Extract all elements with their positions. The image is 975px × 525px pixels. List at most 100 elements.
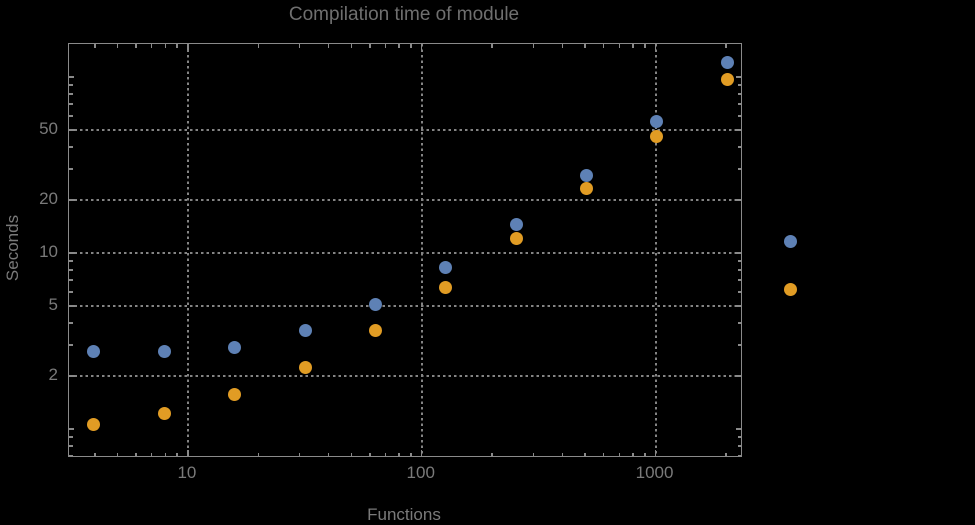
x-tick-mark <box>420 450 423 456</box>
x-tick-mark <box>384 44 387 48</box>
y-tick-mark <box>736 76 741 78</box>
x-tick-mark <box>116 452 119 456</box>
gridline-horizontal <box>69 251 741 254</box>
x-tick-mark <box>187 450 189 456</box>
data-point-orange-series <box>580 181 594 195</box>
data-point-orange-series <box>720 72 734 86</box>
y-tick-mark <box>69 445 73 447</box>
y-tick-mark <box>737 436 741 438</box>
data-point-blue-series <box>650 115 664 129</box>
data-point-blue-series <box>509 217 523 231</box>
y-tick-label: 20 <box>39 188 58 208</box>
x-tick-mark <box>327 452 330 456</box>
y-tick-mark <box>69 428 74 430</box>
y-tick-mark <box>69 84 73 86</box>
x-tick-mark <box>410 452 412 456</box>
data-point-blue-series <box>368 297 382 311</box>
x-tick-mark <box>561 44 564 48</box>
x-tick-mark <box>602 452 605 456</box>
y-tick-mark <box>69 305 75 307</box>
x-tick-mark <box>602 44 605 48</box>
x-tick-mark <box>654 44 657 50</box>
x-tick-mark <box>150 452 153 456</box>
gridline-horizontal <box>69 128 741 131</box>
x-tick-mark <box>164 44 167 48</box>
y-tick-mark <box>69 115 73 117</box>
data-point-blue-series <box>298 324 312 338</box>
gridline-vertical <box>654 44 657 456</box>
y-tick-mark <box>737 146 741 148</box>
x-tick-mark <box>298 452 301 456</box>
y-tick-mark <box>69 252 75 254</box>
x-tick-mark <box>644 452 646 456</box>
x-tick-mark <box>618 44 621 48</box>
y-tick-mark <box>735 252 741 254</box>
y-tick-label: 10 <box>39 241 58 261</box>
y-tick-mark <box>69 455 73 457</box>
data-point-orange-series <box>298 361 312 375</box>
x-tick-mark <box>491 44 493 48</box>
y-tick-mark <box>69 269 73 271</box>
x-tick-mark <box>384 452 387 456</box>
gridline-horizontal <box>69 374 741 377</box>
data-point-orange-series <box>650 129 664 143</box>
y-tick-label: 5 <box>48 294 58 314</box>
x-tick-mark <box>398 452 400 456</box>
x-tick-mark <box>561 452 564 456</box>
legend-marker-orange-series <box>783 282 797 296</box>
x-tick-mark <box>618 452 621 456</box>
y-tick-mark <box>737 260 741 262</box>
y-tick-mark <box>736 428 741 430</box>
x-tick-mark <box>350 452 353 456</box>
x-tick-mark <box>176 44 178 48</box>
y-tick-mark <box>737 445 741 447</box>
x-tick-mark <box>644 44 646 48</box>
x-tick-mark <box>298 44 301 48</box>
x-tick-mark <box>584 44 586 48</box>
x-tick-mark <box>725 452 727 456</box>
x-tick-mark <box>135 452 137 456</box>
x-tick-label: 100 <box>406 463 435 482</box>
x-tick-mark <box>94 44 96 48</box>
gridline-vertical <box>186 44 189 456</box>
y-tick-mark <box>737 344 741 346</box>
y-tick-mark <box>735 305 741 307</box>
x-tick-mark <box>94 452 96 456</box>
y-tick-mark <box>69 436 73 438</box>
x-tick-mark <box>257 44 260 48</box>
y-tick-mark <box>735 129 741 131</box>
y-tick-mark <box>69 322 73 324</box>
y-tick-label: 50 <box>39 118 58 138</box>
y-tick-mark <box>737 168 741 170</box>
x-tick-mark <box>150 44 153 48</box>
x-tick-mark <box>327 44 330 48</box>
plot-area <box>68 43 742 457</box>
data-point-blue-series <box>580 169 594 183</box>
y-tick-mark <box>69 76 74 78</box>
x-tick-mark <box>369 44 371 48</box>
gridline-vertical <box>420 44 423 456</box>
x-tick-mark <box>187 44 189 50</box>
x-tick-mark <box>135 44 137 48</box>
data-point-blue-series <box>157 345 171 359</box>
y-tick-mark <box>69 129 75 131</box>
x-tick-mark <box>532 44 535 48</box>
y-tick-mark <box>737 291 741 293</box>
data-point-orange-series <box>509 232 523 246</box>
y-tick-mark <box>69 168 73 170</box>
x-tick-mark <box>176 452 178 456</box>
gridline-horizontal <box>69 198 741 201</box>
y-tick-label: 2 <box>48 364 58 384</box>
data-point-orange-series <box>228 387 242 401</box>
y-tick-mark <box>69 291 73 293</box>
y-tick-mark <box>737 93 741 95</box>
x-tick-mark <box>654 450 657 456</box>
y-tick-mark <box>69 146 73 148</box>
data-point-orange-series <box>368 324 382 338</box>
y-tick-mark <box>69 260 73 262</box>
chart-title: Compilation time of module <box>288 4 520 25</box>
x-tick-mark <box>632 44 634 48</box>
x-tick-mark <box>398 44 400 48</box>
y-tick-mark <box>737 84 741 86</box>
